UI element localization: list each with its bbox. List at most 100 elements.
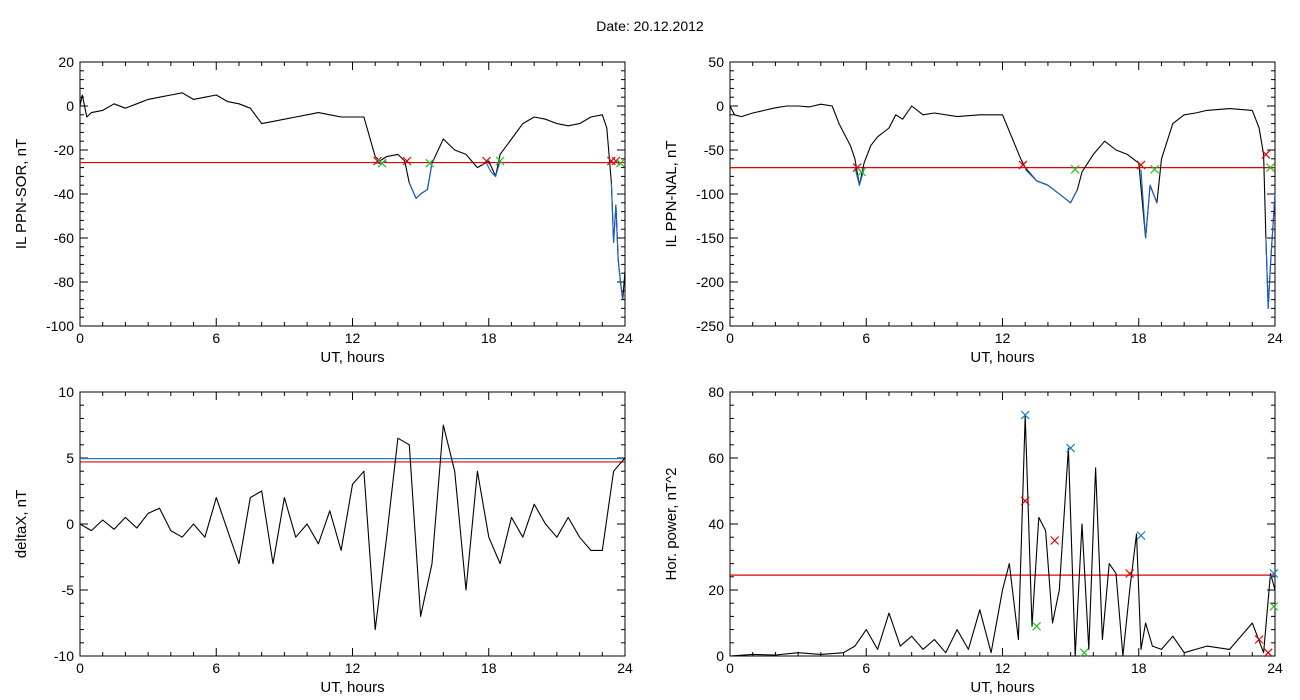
cross-marker — [611, 156, 621, 166]
series-below-threshold — [486, 160, 501, 177]
series-below-threshold — [1265, 193, 1276, 309]
cross-marker — [857, 167, 867, 177]
cross-stroke — [1050, 536, 1060, 545]
cross-stroke — [1070, 164, 1080, 174]
panel-ppn-nal: 0 6 12 18 24 50 0 -50 -100 -150 -200 -250 UT, hours I… — [663, 54, 1283, 366]
x-tick-label: 18 — [1131, 330, 1147, 346]
cross-stroke — [1261, 149, 1271, 159]
cross-stroke — [1020, 410, 1030, 420]
y-tick-label: -50 — [704, 142, 724, 158]
x-tick-label: 12 — [995, 660, 1011, 676]
cross-marker — [616, 158, 625, 168]
y-tick-label: 50 — [708, 54, 724, 70]
x-axis-label: UT, hours — [970, 349, 1034, 366]
figure-title: Date: 20.12.2012 — [596, 18, 704, 34]
plot-frame — [79, 61, 626, 327]
y-tick-label: -20 — [54, 142, 74, 158]
series-below-threshold — [610, 182, 624, 300]
y-tick-label: 20 — [708, 582, 724, 598]
plot-frame — [729, 61, 1276, 327]
cross-marker — [1050, 536, 1060, 545]
x-tick-label: 0 — [726, 660, 734, 676]
x-tick-label: 18 — [481, 660, 497, 676]
cross-marker — [1066, 443, 1076, 453]
y-tick-label: -250 — [696, 318, 724, 334]
series-below-threshold — [1024, 169, 1078, 204]
cross-marker — [1125, 569, 1135, 578]
series-below-threshold — [854, 167, 865, 186]
cross-marker — [1261, 149, 1271, 159]
cross-stroke — [1269, 602, 1279, 611]
y-axis-label: Hor. power, nT^2 — [663, 468, 680, 581]
x-tick-label: 6 — [212, 330, 220, 346]
cross-marker — [1269, 602, 1279, 611]
cross-marker — [402, 156, 412, 166]
cross-stroke — [377, 158, 387, 168]
y-tick-label: 0 — [66, 98, 74, 114]
x-tick-label: 18 — [1131, 660, 1147, 676]
cross-stroke — [616, 158, 625, 168]
series-below-threshold — [408, 163, 433, 199]
y-tick-label: -5 — [62, 582, 75, 598]
cross-stroke — [373, 156, 382, 166]
y-tick-label: 40 — [708, 516, 724, 532]
y-tick-label: -80 — [54, 274, 74, 290]
cross-stroke — [857, 167, 867, 177]
y-tick-label: 20 — [58, 54, 74, 70]
cross-stroke — [1136, 160, 1146, 170]
x-axis-label: UT, hours — [320, 349, 384, 366]
cross-stroke — [425, 158, 435, 168]
cross-marker — [1269, 569, 1279, 578]
cross-marker — [1266, 163, 1275, 173]
cross-marker — [606, 156, 616, 166]
cross-stroke — [1254, 635, 1264, 644]
cross-marker — [1136, 160, 1146, 170]
cross-stroke — [402, 156, 412, 166]
x-tick-label: 0 — [76, 330, 84, 346]
cross-marker — [1070, 164, 1080, 174]
cross-marker — [373, 156, 382, 166]
y-tick-label: 5 — [66, 450, 74, 466]
cross-marker — [377, 158, 387, 168]
x-tick-label: 18 — [481, 330, 497, 346]
series-below-threshold — [1140, 169, 1158, 239]
series-trace — [79, 424, 626, 631]
cross-stroke — [1032, 621, 1041, 631]
x-tick-label: 12 — [345, 330, 361, 346]
y-tick-label: 0 — [716, 648, 724, 664]
y-axis-label: deltaX, nT — [13, 490, 30, 558]
cross-marker — [1020, 496, 1030, 506]
cross-stroke — [1125, 569, 1135, 578]
y-tick-label: -200 — [696, 274, 724, 290]
cross-stroke — [495, 156, 505, 166]
cross-marker — [1032, 621, 1041, 631]
cross-stroke — [482, 156, 491, 166]
cross-stroke — [1018, 160, 1028, 170]
y-tick-label: -60 — [54, 230, 74, 246]
y-axis-label: IL PPN-SOR, nT — [13, 139, 30, 249]
series-trace — [729, 414, 1276, 657]
cross-stroke — [1269, 569, 1279, 578]
cross-stroke — [1136, 531, 1146, 540]
x-tick-label: 6 — [862, 330, 870, 346]
x-tick-label: 24 — [617, 330, 633, 346]
cross-marker — [1136, 531, 1146, 540]
cross-marker — [1263, 648, 1273, 658]
cross-marker — [1018, 160, 1028, 170]
cross-stroke — [1066, 443, 1076, 453]
y-tick-label: 0 — [716, 98, 724, 114]
cross-stroke — [1263, 648, 1273, 658]
y-tick-label: 60 — [708, 450, 724, 466]
plot-frame — [729, 391, 1276, 657]
x-tick-label: 24 — [617, 660, 633, 676]
y-tick-label: -100 — [46, 318, 74, 334]
y-axis-label: IL PPN-NAL, nT — [663, 141, 680, 248]
cross-stroke — [1150, 164, 1160, 174]
y-tick-label: 10 — [58, 384, 74, 400]
plot-frame — [79, 391, 626, 657]
y-tick-label: -40 — [54, 186, 74, 202]
x-tick-label: 24 — [1267, 660, 1283, 676]
cross-stroke — [1079, 648, 1089, 658]
cross-marker — [482, 156, 491, 166]
